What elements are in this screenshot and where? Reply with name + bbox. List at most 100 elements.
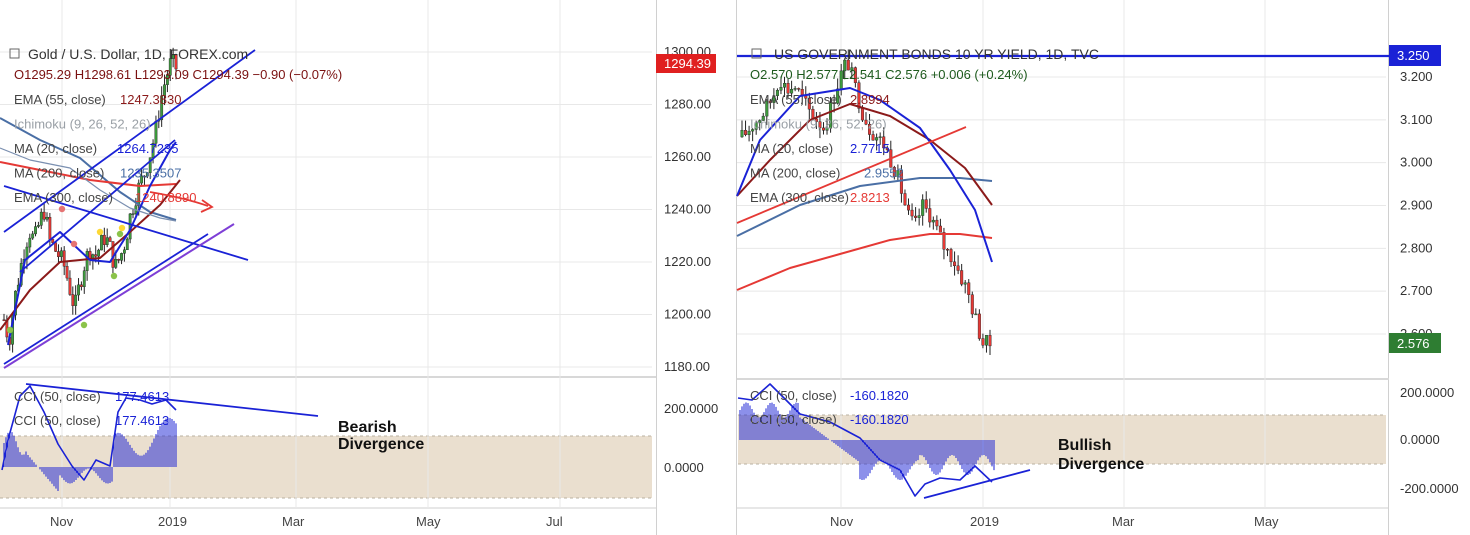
candle-body xyxy=(868,123,872,135)
osc-tick-label: 200.0000 xyxy=(664,401,718,416)
candle-body xyxy=(953,261,957,267)
panel-separator xyxy=(736,0,737,535)
candle-body xyxy=(114,259,118,268)
indicator-label: EMA (55, close) xyxy=(750,92,842,107)
candle-body xyxy=(168,58,172,76)
annotation-text: Divergence xyxy=(1058,456,1144,473)
trendline-support xyxy=(3,233,209,365)
indicator-label: MA (200, close) xyxy=(14,166,104,181)
candle-body xyxy=(71,294,75,306)
cci-line xyxy=(737,383,993,497)
price-tick-label: 1260.00 xyxy=(664,149,711,164)
price-badge-bg xyxy=(1389,333,1441,353)
price-badge: 1294.39 xyxy=(664,56,711,71)
indicator-value: 1240.8890 xyxy=(135,190,196,205)
candle-body xyxy=(77,284,80,296)
panel-separator xyxy=(1388,0,1389,535)
candle-body xyxy=(945,249,949,251)
indicator-label: MA (20, close) xyxy=(14,141,97,156)
candle-body xyxy=(122,249,126,254)
osc-label: CCI (50, close) xyxy=(750,412,837,427)
price-tick-label: 1240.00 xyxy=(664,202,711,217)
osc-value: -160.1820 xyxy=(850,412,909,427)
price-tick-label: 2.900 xyxy=(1400,198,1433,213)
candle-body xyxy=(160,95,164,121)
candle-body xyxy=(148,157,152,173)
candle-body xyxy=(836,88,840,104)
candle-body xyxy=(917,215,921,218)
osc-tick-label: 0.0000 xyxy=(664,460,704,475)
signal-dot xyxy=(80,321,88,329)
yield-frame xyxy=(737,378,1389,509)
time-tick-label: Nov xyxy=(830,514,854,529)
trendline-channel xyxy=(19,139,176,273)
osc-label: CCI (50, close) xyxy=(750,388,837,403)
candle-body xyxy=(74,294,78,306)
osc-value: 177.4613 xyxy=(115,413,169,428)
candle-body xyxy=(892,167,896,177)
indicator-label: Ichimoku (9, 26, 52, 26) xyxy=(750,117,887,132)
time-tick-label: May xyxy=(416,514,441,529)
candle-body xyxy=(924,199,928,209)
candle-body xyxy=(832,102,836,104)
signal-dot xyxy=(70,240,78,248)
annotation-text: Bullish xyxy=(1058,437,1111,454)
osc-tick-label: 200.0000 xyxy=(1400,385,1454,400)
candle-body xyxy=(775,90,779,96)
price-tick-label: 2.800 xyxy=(1400,240,1433,255)
candle-body xyxy=(903,193,907,206)
indicator-label: EMA (300, close) xyxy=(750,190,849,205)
candle-body xyxy=(2,319,6,321)
divergence-line xyxy=(923,469,1031,499)
indicator-value: 2.8213 xyxy=(850,190,890,205)
price-tick-label: 1200.00 xyxy=(664,307,711,322)
cci-band xyxy=(738,415,1386,464)
candle-body xyxy=(165,75,169,85)
price-tick-label: 3.100 xyxy=(1400,112,1433,127)
candle-body xyxy=(942,232,946,250)
divergence-line xyxy=(25,383,319,417)
time-tick-label: 2019 xyxy=(158,514,187,529)
candle-body xyxy=(744,130,748,135)
candle-body xyxy=(57,251,60,257)
candle-body xyxy=(79,284,83,287)
chart-title: Gold / U.S. Dollar, 1D, FOREX.com xyxy=(28,46,248,62)
candle-body xyxy=(899,170,903,194)
annotation-text: Bearish xyxy=(338,419,397,436)
candle-body xyxy=(137,182,141,207)
candle-body xyxy=(882,136,886,149)
indicator-label: MA (200, close) xyxy=(750,166,840,181)
candle-body xyxy=(97,249,101,257)
trendline-red xyxy=(736,126,967,224)
candle-body xyxy=(786,83,790,94)
osc-value: -160.1820 xyxy=(850,388,909,403)
trendline-purple xyxy=(3,223,235,369)
candle-body xyxy=(28,237,32,248)
candle-body xyxy=(910,209,914,217)
chart-text: Gold / U.S. Dollar, 1D, FOREX.com O1295.2… xyxy=(9,44,1459,529)
candle-body xyxy=(85,251,89,271)
gold-frame xyxy=(0,376,656,509)
gold-chart[interactable] xyxy=(0,0,652,508)
indicator-value: 1247.3830 xyxy=(120,92,181,107)
trendline-falling xyxy=(3,185,249,261)
candle-body xyxy=(907,204,911,211)
yield-chart[interactable] xyxy=(736,0,1389,508)
time-tick-label: Mar xyxy=(1112,514,1135,529)
price-tick-label: 2.700 xyxy=(1400,283,1433,298)
price-tick-label: 3.000 xyxy=(1400,155,1433,170)
candle-body xyxy=(970,294,974,315)
candle-body xyxy=(54,242,58,252)
time-tick-label: May xyxy=(1254,514,1279,529)
candle-body xyxy=(105,237,109,245)
candle-body xyxy=(768,100,772,103)
candle-body xyxy=(818,121,822,129)
indicator-label: MA (20, close) xyxy=(750,141,833,156)
candle-body xyxy=(131,213,135,215)
price-tick-label: 1180.00 xyxy=(664,359,710,374)
candle-body xyxy=(94,254,98,257)
ma-200-line xyxy=(0,117,177,221)
candle-body xyxy=(829,102,833,129)
candle-body xyxy=(758,120,762,123)
